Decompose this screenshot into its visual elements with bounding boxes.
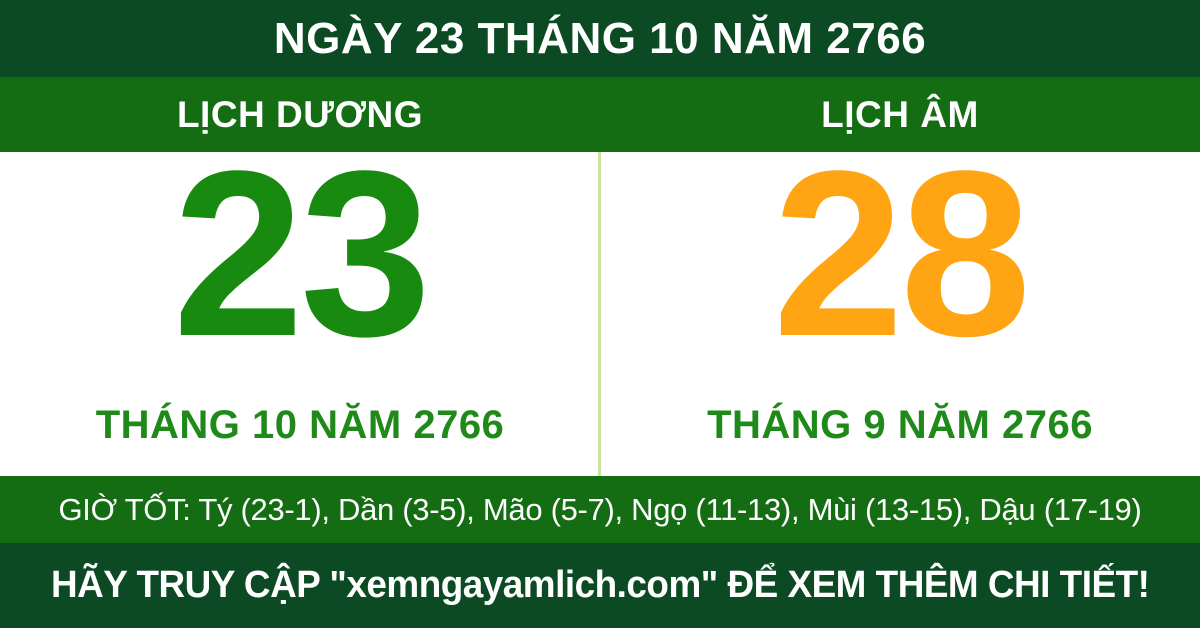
solar-month-year: THÁNG 10 NĂM 2766 — [95, 403, 505, 447]
calendar-panels: 23 THÁNG 10 NĂM 2766 28 THÁNG 9 NĂM 2766 — [0, 136, 1200, 476]
lunar-calendar-label: LỊCH ÂM — [821, 93, 979, 135]
good-hours-text: GIỜ TỐT: Tý (23-1), Dần (3-5), Mão (5-7)… — [58, 491, 1142, 527]
footer-bar: HÃY TRUY CẬP "xemngayamlich.com" ĐỂ XEM … — [0, 543, 1200, 628]
date-title: NGÀY 23 THÁNG 10 NĂM 2766 — [273, 13, 927, 63]
solar-calendar-label: LỊCH DƯƠNG — [176, 93, 424, 135]
footer-text: HÃY TRUY CẬP "xemngayamlich.com" ĐỂ XEM … — [50, 564, 1150, 606]
good-hours-bar: GIỜ TỐT: Tý (23-1), Dần (3-5), Mão (5-7)… — [0, 476, 1200, 543]
solar-panel: 23 THÁNG 10 NĂM 2766 — [0, 136, 600, 476]
vertical-divider — [598, 152, 601, 476]
date-header-bar: NGÀY 23 THÁNG 10 NĂM 2766 — [0, 0, 1200, 77]
calendar-type-bar: LỊCH DƯƠNG LỊCH ÂM — [0, 77, 1200, 152]
solar-day-number: 23 — [172, 122, 432, 386]
lunar-month-year: THÁNG 9 NĂM 2766 — [707, 403, 1093, 447]
lunar-panel: 28 THÁNG 9 NĂM 2766 — [600, 136, 1200, 476]
lunar-day-number: 28 — [772, 122, 1032, 386]
